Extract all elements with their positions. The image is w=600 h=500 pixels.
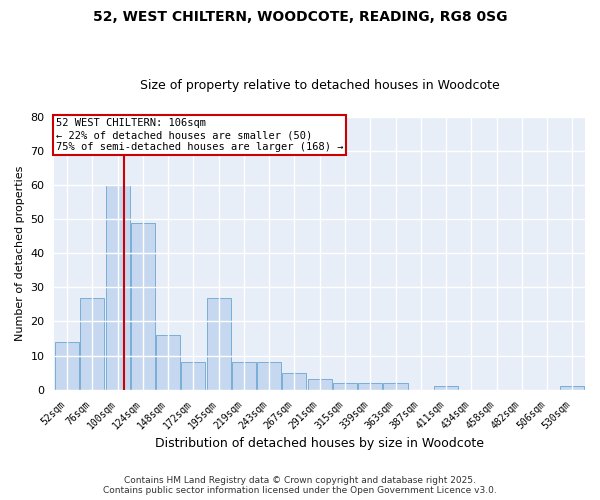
Bar: [80, 298, 104, 390]
Text: 52 WEST CHILTERN: 106sqm
← 22% of detached houses are smaller (50)
75% of semi-d: 52 WEST CHILTERN: 106sqm ← 22% of detach…: [56, 118, 343, 152]
Bar: [131, 222, 155, 390]
Bar: [106, 185, 130, 390]
Bar: [560, 386, 584, 390]
Bar: [206, 298, 230, 390]
Bar: [333, 383, 357, 390]
Bar: [156, 335, 180, 390]
Bar: [181, 362, 205, 390]
Bar: [257, 362, 281, 390]
Bar: [283, 372, 307, 390]
Bar: [232, 362, 256, 390]
Bar: [383, 383, 407, 390]
Bar: [308, 380, 332, 390]
Bar: [358, 383, 382, 390]
Text: 52, WEST CHILTERN, WOODCOTE, READING, RG8 0SG: 52, WEST CHILTERN, WOODCOTE, READING, RG…: [93, 10, 507, 24]
X-axis label: Distribution of detached houses by size in Woodcote: Distribution of detached houses by size …: [155, 437, 484, 450]
Title: Size of property relative to detached houses in Woodcote: Size of property relative to detached ho…: [140, 79, 500, 92]
Text: Contains HM Land Registry data © Crown copyright and database right 2025.
Contai: Contains HM Land Registry data © Crown c…: [103, 476, 497, 495]
Y-axis label: Number of detached properties: Number of detached properties: [15, 166, 25, 341]
Bar: [434, 386, 458, 390]
Bar: [55, 342, 79, 390]
